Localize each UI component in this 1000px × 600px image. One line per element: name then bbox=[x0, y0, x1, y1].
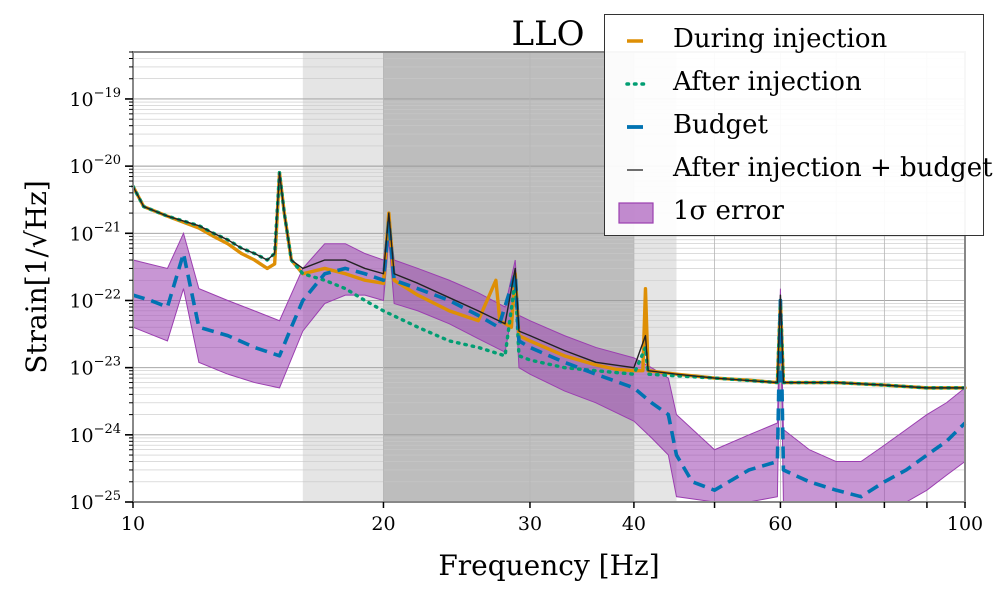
series-line-after-injection-budget bbox=[132, 171, 966, 389]
x-axis-label: Frequency [Hz] bbox=[438, 549, 659, 582]
legend-label: After injection bbox=[673, 67, 862, 97]
x-tick-labels: 10 20 30 40 60 100 bbox=[121, 513, 983, 535]
legend-item: Budget bbox=[605, 107, 983, 147]
y-tick-label: 10−20 bbox=[69, 153, 121, 178]
y-axis-label: Strain[1/√Hz] bbox=[20, 180, 53, 374]
y-tick-label: 10−19 bbox=[69, 86, 121, 111]
legend: During injection After injection Budget Aft… bbox=[604, 14, 993, 236]
legend-swatch bbox=[618, 202, 654, 224]
legend-swatch bbox=[627, 169, 643, 171]
y-tick-label: 10−21 bbox=[69, 220, 121, 245]
series-layer bbox=[131, 170, 967, 499]
x-tick-label: 60 bbox=[768, 513, 792, 535]
legend-item: During injection bbox=[605, 21, 983, 61]
y-tick-label: 10−25 bbox=[69, 489, 121, 514]
y-tick-label: 10−24 bbox=[69, 422, 121, 447]
x-tick-label: 40 bbox=[622, 513, 646, 535]
legend-label: Budget bbox=[673, 110, 768, 140]
axis-ticks bbox=[125, 51, 966, 508]
legend-swatch bbox=[627, 39, 643, 43]
x-tick-label: 100 bbox=[947, 513, 983, 535]
legend-swatch bbox=[627, 125, 643, 129]
x-tick-label: 10 bbox=[121, 513, 145, 535]
legend-swatch bbox=[625, 82, 647, 86]
y-tick-label: 10−23 bbox=[69, 355, 121, 380]
legend-label: During injection bbox=[673, 24, 888, 54]
legend-item: 1σ error bbox=[605, 193, 983, 233]
legend-label: 1σ error bbox=[673, 196, 784, 226]
y-tick-labels: 10−25 10−24 10−23 10−22 10−21 10−20 10−19 bbox=[69, 86, 121, 514]
series-line-budget bbox=[132, 219, 967, 499]
plot-frame bbox=[132, 51, 966, 503]
legend-item: After injection + budget bbox=[605, 150, 993, 190]
y-tick-label: 10−22 bbox=[69, 287, 121, 312]
chart-title: LLO bbox=[511, 14, 584, 54]
legend-label: After injection + budget bbox=[673, 153, 993, 183]
legend-item: After injection bbox=[605, 64, 983, 104]
x-tick-label: 20 bbox=[371, 513, 395, 535]
x-tick-label: 30 bbox=[518, 513, 542, 535]
